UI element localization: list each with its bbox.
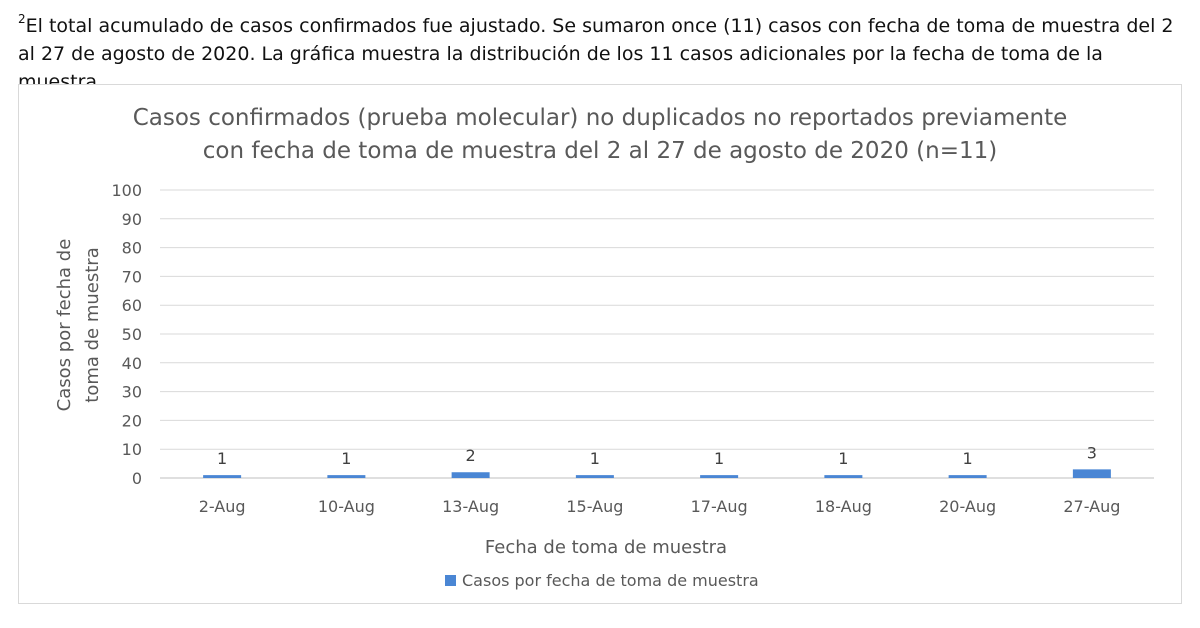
- data-label: 2: [466, 446, 476, 465]
- y-tick-label: 90: [122, 210, 142, 229]
- data-label: 1: [838, 449, 848, 468]
- chart-area: [18, 84, 1182, 604]
- x-tick-label: 2-Aug: [199, 497, 246, 516]
- bar: [824, 475, 863, 478]
- x-axis-title: Fecha de toma de muestra: [485, 537, 727, 558]
- data-label: 1: [714, 449, 724, 468]
- chart-title-line-1: Casos confirmados (prueba molecular) no …: [132, 105, 1068, 131]
- y-tick-label: 20: [122, 411, 142, 430]
- y-tick-label: 40: [122, 354, 142, 373]
- legend-swatch: [445, 575, 456, 586]
- bar: [451, 472, 490, 478]
- bar: [1072, 469, 1111, 478]
- chart-title-line-2: con fecha de toma de muestra del 2 al 27…: [202, 138, 998, 164]
- x-tick-label: 10-Aug: [318, 497, 375, 516]
- bar: [327, 475, 366, 478]
- y-tick-label: 100: [111, 181, 142, 200]
- y-axis-title-line-1: Casos por fecha de: [54, 239, 75, 412]
- data-label: 3: [1087, 443, 1097, 462]
- y-tick-label: 80: [122, 239, 142, 258]
- data-label: 1: [341, 449, 351, 468]
- x-tick-label: 17-Aug: [691, 497, 748, 516]
- x-tick-label: 13-Aug: [442, 497, 499, 516]
- y-tick-label: 70: [122, 267, 142, 286]
- bar: [948, 475, 987, 478]
- gridlines: [160, 189, 1154, 479]
- y-tick-label: 60: [122, 296, 142, 315]
- x-tick-label: 18-Aug: [815, 497, 872, 516]
- x-tick-label: 20-Aug: [939, 497, 996, 516]
- y-tick-label: 10: [122, 440, 142, 459]
- data-label: 1: [217, 449, 227, 468]
- y-axis-ticks: 0 10 20 30 40 50 60 70 80 90 100: [111, 181, 142, 488]
- y-tick-label: 0: [132, 469, 142, 488]
- legend-label: Casos por fecha de toma de muestra: [462, 571, 759, 590]
- chart-title: Casos confirmados (prueba molecular) no …: [0, 102, 1200, 168]
- data-label: 1: [963, 449, 973, 468]
- data-labels: 1 1 2 1 1 1 1 3: [217, 443, 1097, 468]
- data-label: 1: [590, 449, 600, 468]
- bar: [203, 475, 242, 478]
- x-axis-ticks: 2-Aug 10-Aug 13-Aug 15-Aug 17-Aug 18-Aug 20-Au…: [199, 497, 1121, 516]
- y-axis-title-line-2: toma de muestra: [82, 247, 103, 402]
- y-tick-label: 30: [122, 383, 142, 402]
- footnote-marker: 2: [18, 11, 26, 26]
- bars: [203, 469, 1111, 478]
- y-tick-label: 50: [122, 325, 142, 344]
- x-tick-label: 15-Aug: [566, 497, 623, 516]
- x-tick-label: 27-Aug: [1063, 497, 1120, 516]
- bar: [575, 475, 614, 478]
- bar: [700, 475, 739, 478]
- legend: Casos por fecha de toma de muestra: [445, 571, 759, 590]
